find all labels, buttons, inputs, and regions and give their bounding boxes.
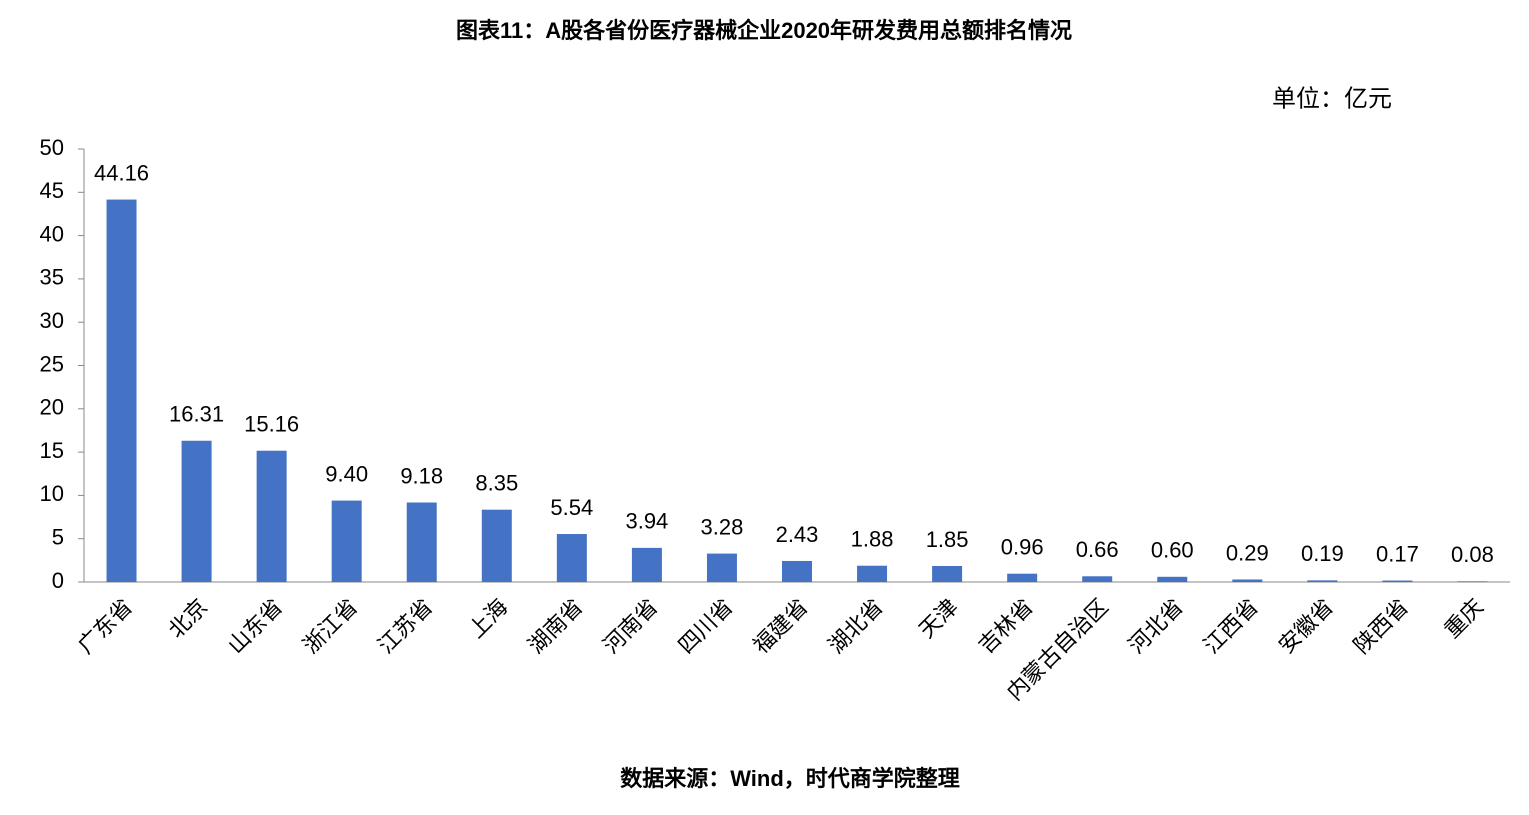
data-label: 5.54 [550,495,593,520]
source-note: 数据来源：Wind，时代商学院整理 [620,766,960,791]
x-tick-label: 陕西省 [1349,594,1413,658]
x-tick-label: 广东省 [73,594,137,658]
x-tick-label: 湖北省 [823,594,887,658]
data-label: 1.85 [926,527,969,552]
bar [106,199,137,582]
x-tick-label: 安徽省 [1274,594,1338,658]
data-label: 8.35 [475,471,518,496]
x-tick-label: 河北省 [1124,594,1188,658]
x-tick-label: 四川省 [673,594,737,658]
x-tick-label: 山东省 [223,594,287,658]
bar [857,565,888,582]
bar [481,509,512,582]
data-label: 1.88 [851,527,894,552]
data-label: 0.66 [1076,537,1119,562]
bar [556,534,587,582]
data-label: 0.29 [1226,540,1269,565]
data-label: 9.18 [400,463,443,488]
bar [706,553,737,582]
bar [1382,580,1413,582]
bar [782,560,812,582]
x-tick-label: 浙江省 [298,594,362,658]
data-label: 44.16 [94,160,149,185]
bar [181,440,212,582]
x-tick-label: 天津 [914,594,963,643]
bar [1457,581,1488,582]
data-label: 9.40 [325,461,368,486]
bar [1157,576,1188,582]
x-tick-label: 北京 [163,594,212,643]
data-label: 0.60 [1151,538,1194,563]
bar [932,565,963,582]
y-tick-label: 50 [40,135,64,160]
y-tick-label: 15 [40,438,64,463]
bar [1007,573,1038,582]
x-tick-label: 吉林省 [973,594,1037,658]
data-label: 2.43 [776,522,819,547]
bar [406,502,437,582]
y-tick-label: 45 [40,178,64,203]
data-label: 0.96 [1001,534,1044,559]
bar [1307,580,1338,582]
bar [331,500,362,582]
bar [1082,576,1113,582]
y-tick-label: 0 [52,568,64,593]
unit-label: 单位：亿元 [1272,85,1392,112]
bar [1232,579,1263,582]
y-tick-label: 30 [40,308,64,333]
x-tick-label: 福建省 [748,594,812,658]
x-tick-label: 江苏省 [373,594,437,658]
data-label: 3.28 [701,514,744,539]
y-tick-label: 25 [40,351,64,376]
y-tick-label: 5 [52,525,64,550]
x-tick-label: 湖南省 [523,594,587,658]
chart-title: 图表11：A股各省份医疗器械企业2020年研发费用总额排名情况 [456,18,1072,43]
y-tick-label: 20 [40,395,64,420]
y-tick-label: 10 [40,481,64,506]
x-tick-label: 江西省 [1199,594,1263,658]
x-tick-label: 上海 [464,594,513,643]
bar [256,450,287,582]
data-label: 0.17 [1376,541,1419,566]
data-label: 0.08 [1451,542,1494,567]
data-label: 3.94 [625,509,668,534]
y-tick-label: 40 [40,221,64,246]
data-label: 15.16 [244,412,299,437]
x-tick-label: 重庆 [1439,594,1488,643]
data-label: 0.19 [1301,541,1344,566]
bar [631,547,662,582]
x-tick-label: 河南省 [598,594,662,658]
data-label: 16.31 [169,402,224,427]
y-tick-label: 35 [40,265,64,290]
